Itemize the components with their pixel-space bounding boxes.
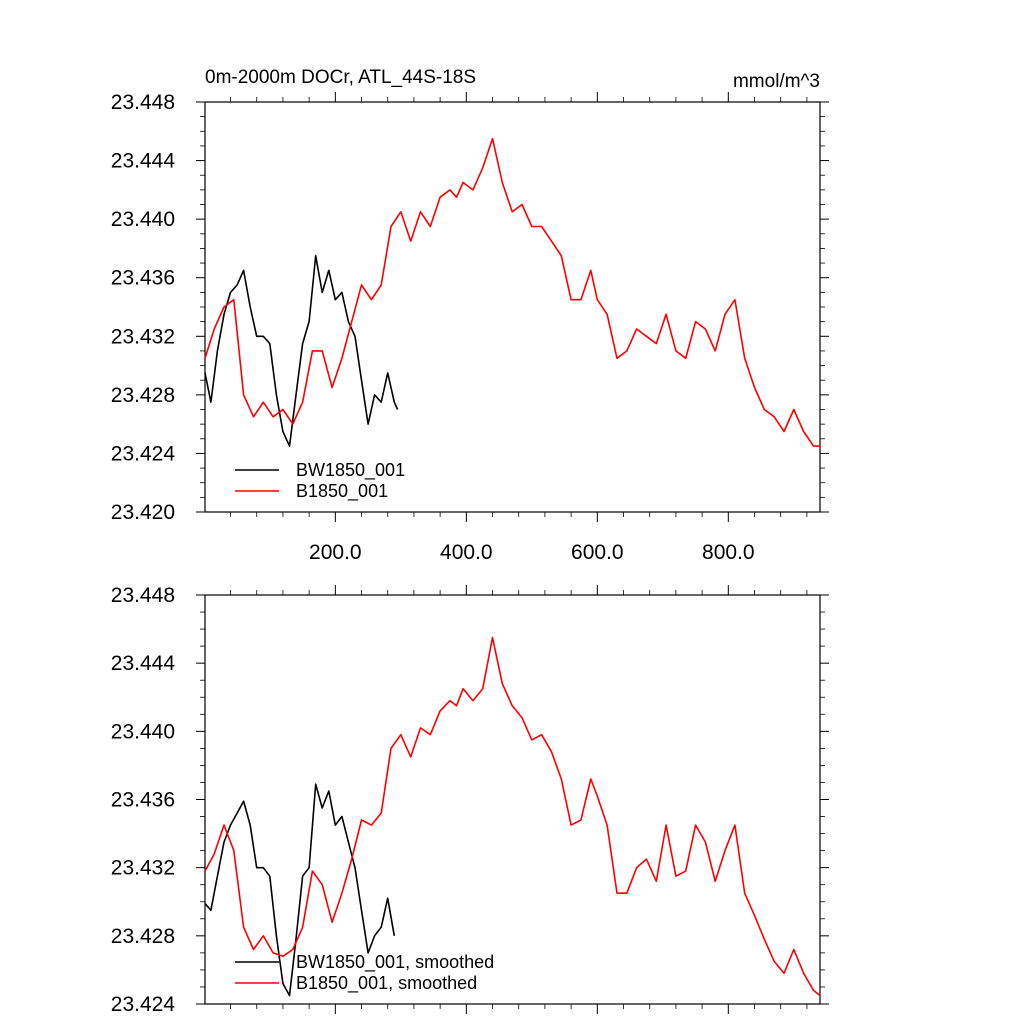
- y-tick-label: 23.436: [111, 267, 175, 290]
- x-tick-label: 400.0: [440, 541, 493, 564]
- units-label: mmol/m^3: [733, 71, 820, 92]
- series-line-red: [204, 636, 821, 997]
- top-panel: 0m-2000m DOCr, ATL_44S-18S mmol/m^3 23.4…: [111, 67, 829, 564]
- y-tick-label: 23.444: [111, 652, 176, 675]
- y-tick-label: 23.432: [111, 857, 175, 880]
- legend-label: BW1850_001, smoothed: [296, 952, 494, 973]
- y-tick-label: 23.420: [111, 501, 175, 524]
- legend-label: B1850_001: [296, 481, 388, 502]
- legend-label: B1850_001, smoothed: [296, 973, 477, 994]
- series-line-black: [204, 783, 396, 997]
- y-tick-label: 23.440: [111, 208, 175, 231]
- series-line-black: [204, 255, 399, 447]
- x-tick-label: 600.0: [571, 541, 624, 564]
- y-tick-label: 23.428: [111, 384, 175, 407]
- chart-title: 0m-2000m DOCr, ATL_44S-18S: [205, 67, 476, 88]
- x-tick-label: 800.0: [702, 541, 755, 564]
- y-tick-label: 23.424: [111, 993, 176, 1016]
- series-line-red: [204, 137, 820, 447]
- x-tick-label: 200.0: [309, 541, 362, 564]
- y-tick-label: 23.424: [111, 442, 176, 465]
- bottom-panel: 23.424 23.428 23.432 23.436 23.440 23.444 23.4…: [111, 584, 829, 1016]
- y-tick-label: 23.440: [111, 720, 175, 743]
- y-tick-label: 23.444: [111, 150, 176, 173]
- plot-frame: [204, 594, 821, 1005]
- y-tick-label: 23.428: [111, 925, 175, 948]
- y-tick-label: 23.432: [111, 325, 175, 348]
- y-tick-label: 23.448: [111, 584, 175, 607]
- y-tick-label: 23.448: [111, 91, 175, 114]
- y-tick-label: 23.436: [111, 789, 175, 812]
- plot-frame: [204, 101, 821, 513]
- legend-label: BW1850_001: [296, 460, 405, 481]
